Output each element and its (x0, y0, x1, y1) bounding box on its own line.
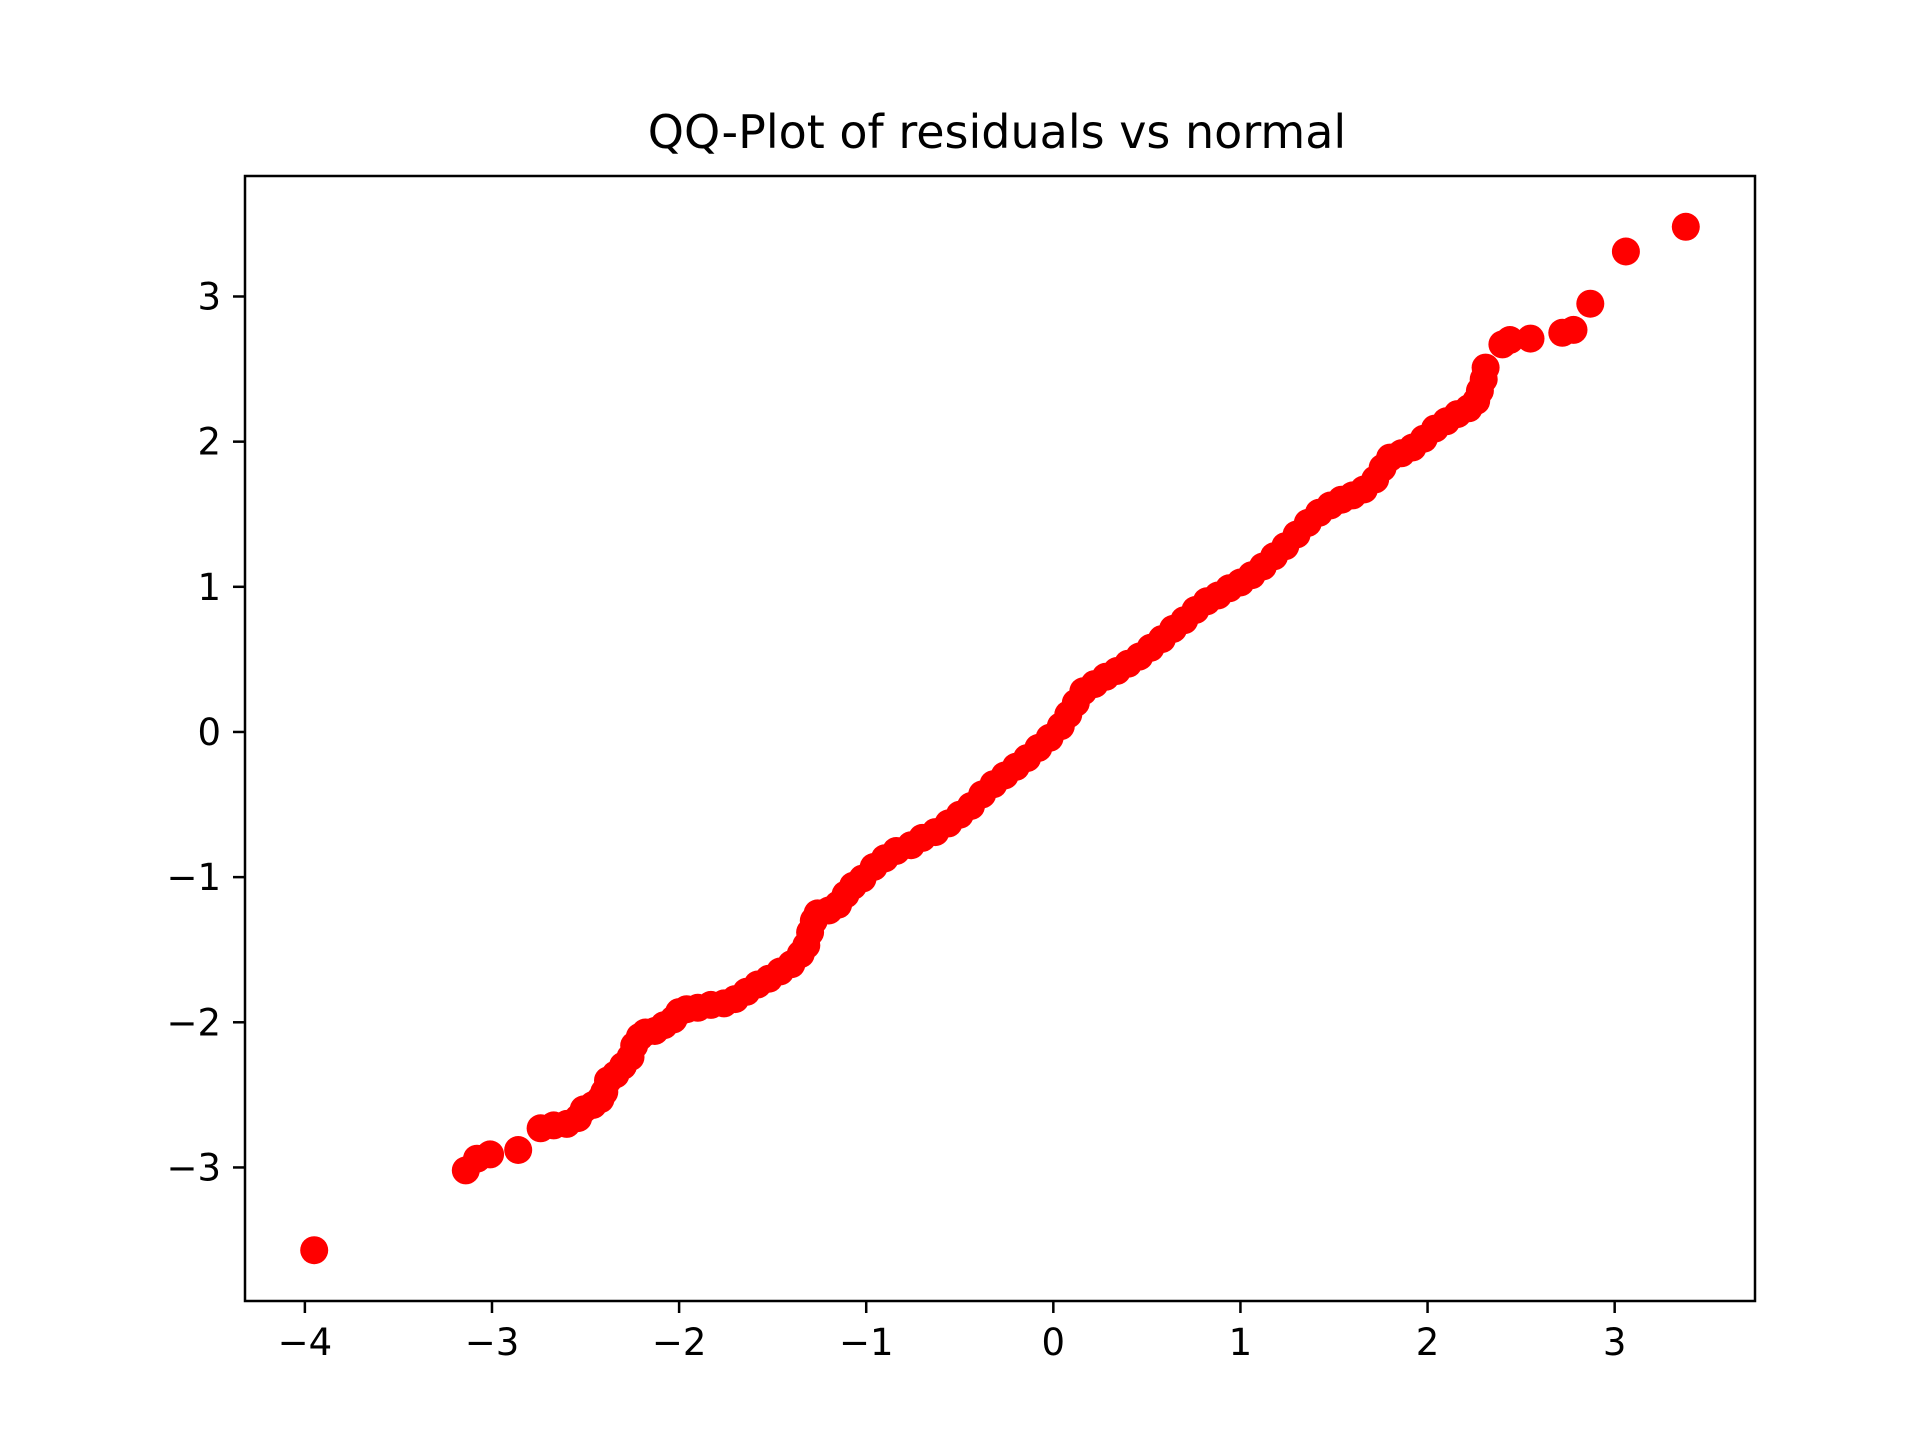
data-point (1611, 237, 1640, 266)
x-tick-label: −2 (652, 1321, 707, 1364)
data-point (504, 1136, 533, 1164)
y-tick-label: 1 (197, 566, 221, 609)
y-tick-label: −2 (166, 1001, 221, 1044)
y-tick-label: 2 (197, 421, 221, 464)
x-tick-label: 1 (1229, 1321, 1253, 1364)
data-point (1471, 353, 1500, 382)
scatter-points (300, 212, 1700, 1265)
x-axis: −4 −3 −2 −1 0 1 2 3 (278, 1301, 1627, 1364)
data-point (1559, 315, 1588, 344)
x-tick-label: −3 (465, 1321, 520, 1364)
data-point (1671, 212, 1700, 241)
chart-title: QQ-Plot of residuals vs normal (648, 105, 1346, 159)
x-tick-label: −1 (839, 1321, 894, 1364)
y-axis: −3 −2 −1 0 1 2 3 (166, 275, 245, 1189)
y-tick-label: −1 (166, 856, 221, 899)
x-tick-label: −4 (278, 1321, 333, 1364)
y-tick-label: 3 (197, 275, 221, 318)
y-tick-label: 0 (197, 711, 221, 754)
x-tick-label: 2 (1416, 1321, 1440, 1364)
data-point (300, 1236, 329, 1265)
x-tick-label: 0 (1042, 1321, 1066, 1364)
data-point (1516, 324, 1545, 353)
y-tick-label: −3 (166, 1146, 221, 1189)
x-tick-label: 3 (1603, 1321, 1627, 1364)
data-point (1576, 289, 1605, 318)
data-point (476, 1140, 505, 1169)
plot-frame (243, 174, 1757, 1303)
data-point (1495, 326, 1524, 354)
